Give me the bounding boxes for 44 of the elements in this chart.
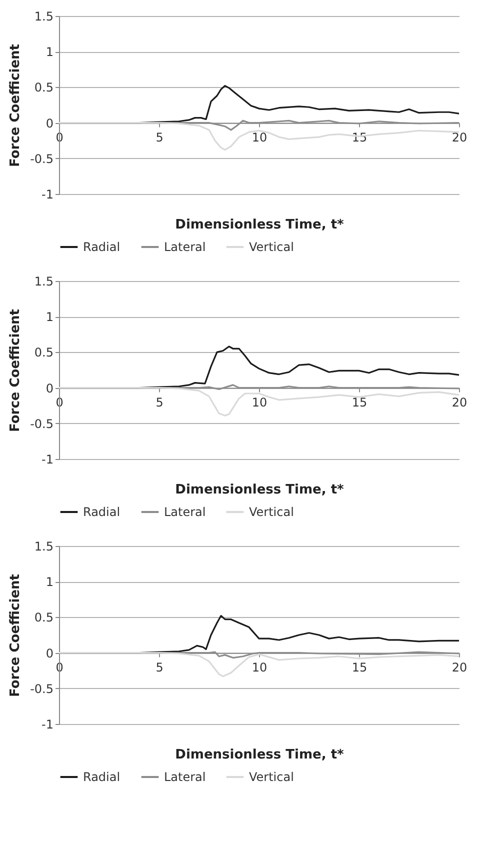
y-tick-label: 1.5 [34,274,54,288]
y-tick-label: 0.5 [34,610,54,625]
y-tick-label: -0.5 [30,152,54,166]
x-tick-label: 5 [156,660,164,674]
legend-label: Vertical [249,505,294,519]
y-tick-label: 1.5 [34,10,54,24]
x-tick-label: 20 [452,660,468,674]
legend-label: Vertical [249,240,294,254]
legend-label: Lateral [164,505,206,519]
x-tick-label: 20 [452,130,468,144]
legend-label: Vertical [249,770,294,784]
x-tick-label: 10 [252,660,268,674]
x-axis-title: Dimensionless Time, t* [175,218,344,232]
y-tick-label: -0.5 [30,682,54,696]
y-tick-label: 0 [46,381,54,396]
y-tick-label: 1.5 [34,540,54,554]
y-tick-label: 0 [46,646,54,660]
y-tick-label: -1 [42,452,54,466]
legend-label: Radial [83,240,120,254]
legend-label: Lateral [164,240,206,254]
x-tick-label: 10 [252,130,268,144]
y-axis-title: Force Coefficient [8,574,24,697]
x-axis-title: Dimensionless Time, t* [175,482,344,498]
y-tick-label: 0 [46,116,54,130]
y-axis-title: Force Coefficient [8,44,24,167]
y-tick-label: -0.5 [30,416,54,431]
y-tick-label: 1 [46,575,54,590]
y-tick-label: 0.5 [34,346,54,360]
x-tick-label: 10 [252,395,268,410]
y-tick-label: -1 [42,188,54,202]
x-tick-label: 5 [156,395,164,410]
x-tick-label: 15 [352,660,368,674]
x-tick-label: 15 [352,395,368,410]
x-tick-label: 5 [156,130,164,144]
y-tick-label: -1 [42,718,54,732]
y-tick-label: 1 [46,310,54,324]
x-axis-title: Dimensionless Time, t* [175,748,344,762]
y-tick-label: 1 [46,45,54,60]
legend-label: Lateral [164,770,206,784]
y-tick-label: 0.5 [34,80,54,95]
legend-label: Radial [83,505,120,519]
legend-label: Radial [83,770,120,784]
x-tick-label: 20 [452,395,468,410]
y-axis-title: Force Coefficient [8,309,24,432]
